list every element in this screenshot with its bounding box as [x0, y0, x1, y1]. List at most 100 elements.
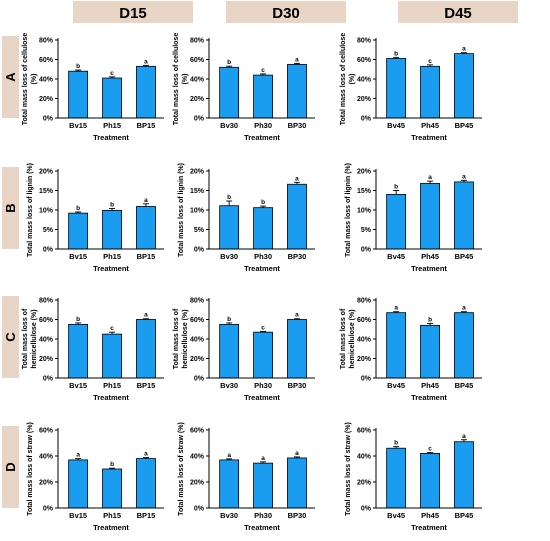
- y-tick-label: 20%: [39, 480, 54, 487]
- y-axis-label: Total mass loss of: [173, 308, 180, 369]
- y-tick-label: 60%: [190, 317, 205, 324]
- significance-letter: c: [261, 324, 265, 331]
- x-axis-label: Treatment: [244, 264, 280, 273]
- y-tick-label: 40%: [190, 454, 205, 461]
- significance-letter: c: [261, 67, 265, 74]
- x-tick-label: Bv30: [220, 511, 238, 520]
- bar: [136, 206, 156, 250]
- significance-letter: a: [295, 312, 299, 319]
- bar: [68, 70, 89, 119]
- y-tick-label: 20%: [39, 96, 54, 103]
- row-header-label: C: [3, 332, 18, 342]
- chart-panel: 0% 20% 40% 60% b Bv45 c Ph45 a BP45 Treatment Total…: [345, 422, 482, 532]
- y-axis-label: Total mass loss of cellulose: [340, 33, 347, 126]
- significance-letter: a: [227, 452, 231, 459]
- chart-panel: 0% 20% 40% 60% 80% b Bv45 c Ph45 a BP45 Treatment To…: [340, 33, 482, 142]
- chart-panel: 0% 20% 40% 60% 80% b Bv15 c Ph15 a BP15 Treatment To…: [22, 33, 164, 142]
- significance-letter: c: [428, 446, 432, 453]
- x-tick-label: Ph15: [103, 121, 121, 130]
- y-axis-label: (%): [31, 74, 38, 85]
- y-axis-label: Total mass loss of: [340, 308, 347, 369]
- significance-letter: a: [144, 451, 148, 458]
- significance-letter: b: [227, 194, 231, 201]
- y-tick-label: 40%: [190, 77, 205, 84]
- bar: [219, 205, 240, 250]
- significance-letter: a: [462, 305, 466, 312]
- chart-panel: 0% 20% 40% 60% a Bv15 b Ph15 a BP15 Treatment Total…: [27, 422, 164, 532]
- y-tick-label: 40%: [39, 454, 54, 461]
- column-header-label: D30: [272, 5, 300, 22]
- bar: [102, 333, 122, 379]
- y-tick-label: 40%: [39, 337, 54, 344]
- bar: [287, 457, 307, 509]
- y-tick-label: 20%: [190, 356, 205, 363]
- row-header-label: A: [3, 72, 18, 82]
- y-tick-label: 0%: [361, 376, 372, 383]
- x-tick-label: Ph30: [254, 252, 272, 261]
- x-tick-label: Ph30: [254, 121, 272, 130]
- y-tick-label: 80%: [39, 38, 54, 45]
- row-header-box: [2, 167, 19, 249]
- bar: [219, 459, 240, 509]
- significance-letter: b: [227, 59, 231, 66]
- y-tick-label: 20%: [357, 96, 372, 103]
- y-tick-label: 60%: [39, 57, 54, 64]
- column-header-box: [226, 1, 346, 23]
- y-tick-label: 60%: [357, 428, 372, 435]
- x-tick-label: Bv30: [220, 381, 238, 390]
- significance-letter: b: [227, 316, 231, 323]
- significance-letter: a: [428, 174, 432, 181]
- y-tick-label: 20%: [190, 169, 205, 176]
- y-tick-label: 80%: [357, 298, 372, 305]
- x-axis-label: Treatment: [411, 133, 447, 142]
- x-axis-label: Treatment: [244, 523, 280, 532]
- significance-letter: a: [295, 56, 299, 63]
- significance-letter: a: [144, 197, 148, 204]
- row-header-box: [2, 296, 19, 378]
- chart-panel: 0% 5% 10% 15% 20% b Bv30 b Ph30 a BP30 Treatment Tot…: [178, 163, 315, 273]
- bar: [287, 63, 307, 119]
- y-tick-label: 80%: [39, 298, 54, 305]
- y-axis-label: Total mass loss of cellulose: [173, 33, 180, 126]
- x-axis-label: Treatment: [411, 523, 447, 532]
- significance-letter: a: [144, 58, 148, 65]
- y-tick-label: 0%: [43, 506, 54, 513]
- chart-panel: 0% 5% 10% 15% 20% b Bv45 a Ph45 a BP45 Treatment Tot…: [345, 163, 482, 273]
- y-tick-label: 20%: [39, 169, 54, 176]
- column-header-label: D15: [119, 5, 147, 22]
- bar: [386, 447, 407, 509]
- row-header-label: B: [3, 203, 18, 212]
- bar: [454, 441, 474, 509]
- x-tick-label: Bv45: [387, 252, 405, 261]
- bar: [102, 77, 122, 119]
- bar: [454, 53, 474, 119]
- significance-letter: a: [295, 450, 299, 457]
- significance-letter: a: [144, 312, 148, 319]
- y-tick-label: 80%: [190, 38, 205, 45]
- y-tick-label: 40%: [39, 77, 54, 84]
- y-tick-label: 0%: [194, 116, 205, 123]
- significance-letter: a: [462, 433, 466, 440]
- x-tick-label: BP45: [455, 381, 474, 390]
- y-tick-label: 80%: [190, 298, 205, 305]
- bar: [420, 183, 440, 250]
- x-tick-label: Ph45: [421, 121, 439, 130]
- y-tick-label: 5%: [361, 227, 372, 234]
- column-header-box: [398, 1, 518, 23]
- bar: [386, 312, 407, 379]
- x-axis-label: Treatment: [93, 133, 129, 142]
- chart-panel: 0% 20% 40% 60% 80% b Bv30 c Ph30 a BP30 Treatment To…: [173, 298, 315, 402]
- x-tick-label: Ph45: [421, 252, 439, 261]
- y-tick-label: 20%: [190, 96, 205, 103]
- x-tick-label: BP30: [288, 121, 307, 130]
- y-tick-label: 20%: [190, 480, 205, 487]
- x-axis-label: Treatment: [93, 523, 129, 532]
- chart-panel: 0% 20% 40% 60% 80% b Bv30 c Ph30 a BP30 Treatment To…: [173, 33, 315, 142]
- significance-letter: c: [110, 325, 114, 332]
- significance-letter: a: [76, 452, 80, 459]
- bar: [454, 312, 474, 379]
- y-tick-label: 0%: [194, 506, 205, 513]
- bar: [136, 65, 156, 119]
- x-axis-label: Treatment: [411, 264, 447, 273]
- x-tick-label: Bv15: [69, 511, 87, 520]
